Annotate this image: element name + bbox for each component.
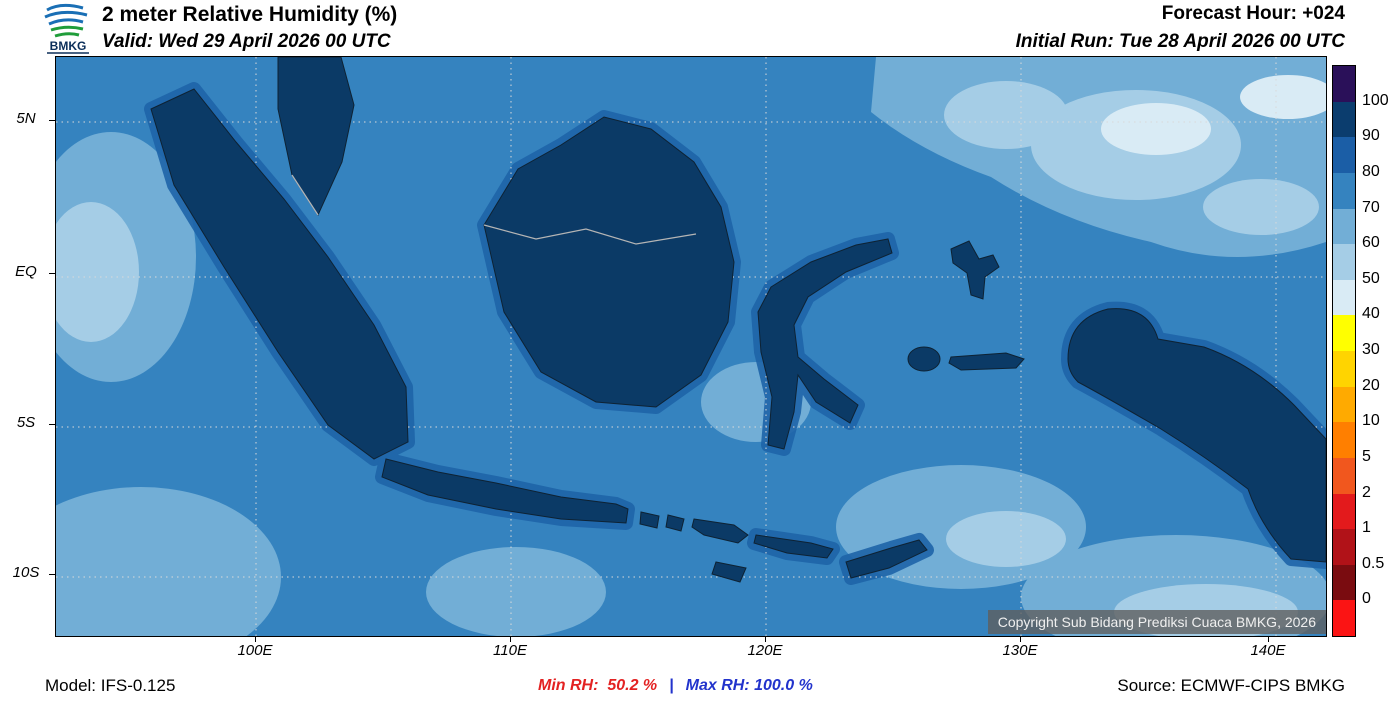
legend-band bbox=[1333, 208, 1355, 245]
legend-band bbox=[1333, 529, 1355, 565]
legend-value: 10 bbox=[1362, 412, 1380, 430]
x-axis-label: 140E bbox=[1250, 642, 1286, 659]
bmkg-logo-text: BMKG bbox=[50, 39, 87, 53]
legend-band bbox=[1333, 493, 1355, 530]
x-axis-tick bbox=[765, 636, 766, 642]
legend-value: 40 bbox=[1362, 305, 1380, 323]
y-axis-label: 10S bbox=[12, 564, 40, 581]
bmkg-logo: BMKG bbox=[40, 2, 96, 54]
legend-value: 60 bbox=[1362, 234, 1380, 252]
legend-band bbox=[1333, 422, 1355, 458]
legend-value: 100 bbox=[1362, 91, 1389, 109]
copyright-note: Copyright Sub Bidang Prediksi Cuaca BMKG… bbox=[987, 610, 1326, 634]
legend-strip bbox=[1332, 65, 1356, 637]
y-axis-label: 5N bbox=[16, 110, 36, 127]
legend-value: 5 bbox=[1362, 447, 1371, 465]
humidity-map-svg bbox=[56, 57, 1326, 636]
x-axis-tick bbox=[1268, 636, 1269, 642]
legend-value: 80 bbox=[1362, 162, 1380, 180]
x-axis-tick bbox=[510, 636, 511, 642]
legend-band bbox=[1333, 172, 1355, 209]
legend-band bbox=[1333, 457, 1355, 494]
legend-value: 0.5 bbox=[1362, 554, 1385, 572]
legend-band bbox=[1333, 600, 1355, 636]
legend-band bbox=[1333, 564, 1355, 601]
legend-band bbox=[1333, 279, 1355, 316]
y-axis-label: EQ bbox=[15, 263, 37, 280]
y-axis-tick bbox=[49, 574, 55, 575]
y-axis-tick bbox=[49, 273, 55, 274]
minmax-row: Min RH: 50.2 % | Max RH: 100.0 % bbox=[538, 677, 813, 695]
legend-band bbox=[1333, 386, 1355, 423]
x-axis-label: 100E bbox=[237, 642, 273, 659]
y-axis-label: 5S bbox=[16, 414, 36, 431]
page-title: 2 meter Relative Humidity (%) bbox=[102, 3, 398, 26]
x-axis-label: 120E bbox=[747, 642, 783, 659]
legend-band bbox=[1333, 101, 1355, 138]
legend-band bbox=[1333, 244, 1355, 280]
source-label: Source: ECMWF-CIPS BMKG bbox=[1117, 676, 1345, 695]
x-axis-tick bbox=[1020, 636, 1021, 642]
humidity-blob-40-50 bbox=[1101, 75, 1326, 155]
initial-run: Initial Run: Tue 28 April 2026 00 UTC bbox=[1015, 31, 1345, 52]
legend-value: 2 bbox=[1362, 483, 1371, 501]
legend-band bbox=[1333, 315, 1355, 351]
y-axis-tick bbox=[49, 424, 55, 425]
legend-value: 90 bbox=[1362, 127, 1380, 145]
legend-value: 50 bbox=[1362, 269, 1380, 287]
legend-band bbox=[1333, 351, 1355, 387]
minmax-divider: | bbox=[669, 677, 674, 694]
bmkg-logo-graphic: BMKG bbox=[44, 3, 89, 54]
max-rh-value: Max RH: 100.0 % bbox=[685, 677, 813, 694]
x-axis-tick bbox=[255, 636, 256, 642]
model-label: Model: IFS-0.125 bbox=[45, 676, 176, 695]
x-axis-label: 130E bbox=[1002, 642, 1038, 659]
legend-value: 20 bbox=[1362, 376, 1380, 394]
legend-band bbox=[1333, 137, 1355, 173]
legend-value: 70 bbox=[1362, 198, 1380, 216]
legend-labels: 100 90 80 70 60 50 40 30 20 10 5 2 1 0.5 0 bbox=[1362, 65, 1400, 635]
forecast-hour: Forecast Hour: +024 bbox=[1161, 3, 1345, 24]
min-rh-value: Min RH: 50.2 % bbox=[538, 677, 658, 694]
x-axis-label: 110E bbox=[493, 642, 527, 659]
legend-value: 1 bbox=[1362, 519, 1371, 537]
legend-band bbox=[1333, 66, 1355, 102]
valid-time: Valid: Wed 29 April 2026 00 UTC bbox=[102, 31, 391, 52]
legend-value: 30 bbox=[1362, 341, 1380, 358]
legend-value: 0 bbox=[1362, 590, 1371, 608]
country-borders bbox=[291, 174, 697, 245]
humidity-map: Copyright Sub Bidang Prediksi Cuaca BMKG… bbox=[55, 56, 1327, 637]
y-axis-tick bbox=[49, 120, 55, 121]
